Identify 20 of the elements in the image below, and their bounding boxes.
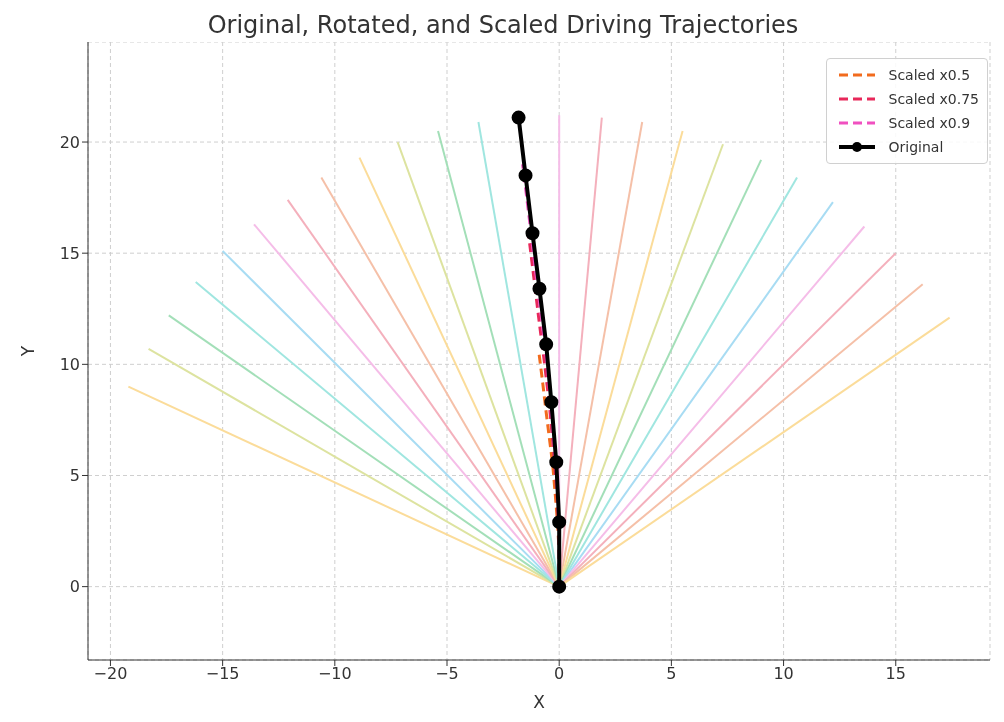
legend-label: Scaled x0.75 xyxy=(888,91,979,107)
y-tick-label: 20 xyxy=(59,132,80,152)
y-tick-label: 0 xyxy=(69,577,80,597)
x-axis-title: X xyxy=(533,692,546,712)
y-tick-label: 5 xyxy=(69,466,80,486)
x-tick-label: 15 xyxy=(885,664,906,684)
x-tick-label: 10 xyxy=(773,664,794,684)
legend-label: Scaled x0.5 xyxy=(888,67,971,83)
x-tick-label: −20 xyxy=(93,664,128,684)
x-tick-label: −15 xyxy=(205,664,240,684)
legend-label: Scaled x0.9 xyxy=(888,115,971,131)
legend-label: Original xyxy=(888,139,944,155)
y-tick-label: 10 xyxy=(59,355,80,375)
y-axis-title: Y xyxy=(18,345,39,358)
x-tick-label: 0 xyxy=(554,664,565,684)
x-tick-label: 5 xyxy=(666,664,677,684)
x-tick-label: −10 xyxy=(317,664,352,684)
x-tick-label: −5 xyxy=(435,664,459,684)
y-tick-label: 15 xyxy=(59,243,80,263)
chart-title: Original, Rotated, and Scaled Driving Trajectories xyxy=(206,10,800,41)
